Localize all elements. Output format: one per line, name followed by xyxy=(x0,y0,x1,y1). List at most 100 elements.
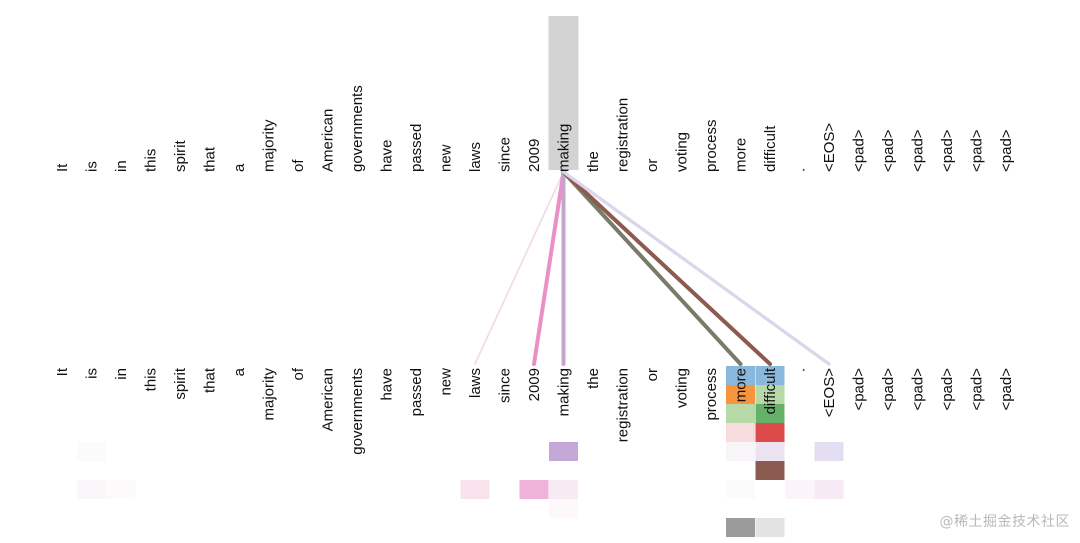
bottom-token-label[interactable]: passed xyxy=(408,368,425,416)
bottom-token-label[interactable]: <EOS> xyxy=(821,368,838,417)
bottom-token-label[interactable]: majority xyxy=(261,368,278,421)
heatmap-cell xyxy=(755,423,785,442)
top-token-label[interactable]: or xyxy=(644,159,661,172)
bottom-token-label[interactable]: 2009 xyxy=(526,368,543,401)
top-token-label[interactable]: <pad> xyxy=(969,129,986,172)
bottom-token-row: It is in this spirit that a majority of American g… xyxy=(54,367,1015,455)
top-token-label[interactable]: <pad> xyxy=(910,129,927,172)
heatmap-cell xyxy=(726,385,755,404)
top-token-label[interactable]: . xyxy=(792,168,809,172)
top-token-row: It is in this spirit that a majority of American g… xyxy=(54,85,1015,172)
top-token-label[interactable]: in xyxy=(113,160,130,172)
top-token-label[interactable]: <pad> xyxy=(880,129,897,172)
bottom-token-label[interactable]: or xyxy=(644,368,661,381)
heatmap-cell xyxy=(785,480,814,499)
top-token-label[interactable]: that xyxy=(202,146,219,172)
bottom-token-label[interactable]: <pad> xyxy=(851,368,868,411)
top-token-label[interactable]: laws xyxy=(467,142,484,172)
heatmap-cell xyxy=(726,404,755,423)
bottom-token-label[interactable]: more xyxy=(733,368,750,402)
top-token-label[interactable]: more xyxy=(733,138,750,172)
top-token-label[interactable]: <pad> xyxy=(851,129,868,172)
heatmap-cell xyxy=(726,480,755,499)
heatmap-cell xyxy=(106,480,136,499)
top-token-label[interactable]: majority xyxy=(261,119,278,172)
heatmap-cell xyxy=(755,385,785,404)
bottom-token-label[interactable]: registration xyxy=(615,368,632,442)
bottom-token-label[interactable]: spirit xyxy=(172,367,189,400)
bottom-token-label[interactable]: . xyxy=(792,368,809,372)
bottom-token-label[interactable]: a xyxy=(231,367,248,376)
bottom-token-label[interactable]: of xyxy=(290,367,307,380)
heatmap-cell xyxy=(77,442,106,461)
attention-edges xyxy=(474,170,831,366)
top-token-label[interactable]: registration xyxy=(615,98,632,172)
heatmap-cell xyxy=(814,442,844,461)
heatmap-cell xyxy=(460,480,490,499)
top-token-label[interactable]: have xyxy=(379,139,396,172)
bottom-token-label[interactable]: is xyxy=(84,368,101,379)
bottom-token-label[interactable]: difficult xyxy=(762,367,779,414)
top-token-label[interactable]: difficult xyxy=(762,125,779,172)
bottom-token-label[interactable]: have xyxy=(379,368,396,401)
bottom-token-label[interactable]: <pad> xyxy=(880,368,897,411)
bottom-token-label[interactable]: making xyxy=(556,368,573,416)
heatmap-cell xyxy=(549,499,578,518)
bottom-token-label[interactable]: laws xyxy=(467,368,484,398)
top-token-label[interactable]: It xyxy=(54,163,71,172)
top-token-label[interactable]: <pad> xyxy=(939,129,956,172)
top-token-label[interactable]: passed xyxy=(408,124,425,172)
attention-edge xyxy=(561,170,831,366)
bottom-token-label[interactable]: process xyxy=(703,368,720,421)
bottom-token-label[interactable]: American xyxy=(320,368,337,431)
bottom-token-label[interactable]: <pad> xyxy=(939,368,956,411)
heatmap-cell xyxy=(726,518,755,537)
heatmap-cell xyxy=(549,480,578,499)
top-token-label[interactable]: <EOS> xyxy=(821,123,838,172)
top-token-label[interactable]: governments xyxy=(349,85,366,172)
top-token-label[interactable]: a xyxy=(231,163,248,172)
bottom-token-label[interactable]: <pad> xyxy=(969,368,986,411)
bottom-token-label[interactable]: in xyxy=(113,368,130,380)
bottom-token-label[interactable]: voting xyxy=(674,368,691,408)
bottom-token-label[interactable]: this xyxy=(143,368,160,391)
bottom-token-label[interactable]: <pad> xyxy=(998,368,1015,411)
top-token-label[interactable]: this xyxy=(143,149,160,172)
heatmap-cell xyxy=(814,480,844,499)
heatmap-cell xyxy=(755,442,785,461)
top-token-label[interactable]: American xyxy=(320,109,337,172)
bottom-token-label[interactable]: It xyxy=(54,367,71,376)
heatmap-cell xyxy=(755,366,785,385)
top-token-label[interactable]: 2009 xyxy=(526,139,543,172)
heatmap-cell xyxy=(755,461,785,480)
top-token-label[interactable]: the xyxy=(585,151,602,172)
top-token-label[interactable]: new xyxy=(438,144,455,172)
bottom-token-label[interactable]: the xyxy=(585,368,602,389)
bottom-token-label[interactable]: that xyxy=(202,367,219,393)
top-token-label[interactable]: of xyxy=(290,159,307,172)
attention-edge xyxy=(532,170,566,366)
attention-heatmap-cells xyxy=(77,366,844,537)
bottom-token-label[interactable]: new xyxy=(438,368,455,396)
heatmap-cell xyxy=(549,442,578,461)
heatmap-cell xyxy=(77,480,106,499)
bottom-token-label[interactable]: since xyxy=(497,368,514,403)
heatmap-cell xyxy=(519,480,549,499)
attention-edge xyxy=(561,170,772,366)
top-token-label[interactable]: is xyxy=(84,161,101,172)
heatmap-cell xyxy=(726,423,755,442)
top-token-label[interactable]: process xyxy=(703,119,720,172)
selected-token-highlight-box[interactable] xyxy=(548,16,579,170)
top-token-label[interactable]: since xyxy=(497,137,514,172)
bottom-token-label[interactable]: <pad> xyxy=(910,368,927,411)
bottom-token-label[interactable]: governments xyxy=(349,368,366,455)
watermark-text: @稀土掘金技术社区 xyxy=(939,514,1070,530)
attention-edge xyxy=(474,171,565,365)
heatmap-cell xyxy=(726,366,755,385)
top-token-label[interactable]: spirit xyxy=(172,139,189,172)
selected-token-highlight xyxy=(548,16,579,170)
top-token-label[interactable]: <pad> xyxy=(998,129,1015,172)
top-token-label[interactable]: making xyxy=(556,124,573,172)
top-token-label[interactable]: voting xyxy=(674,132,691,172)
